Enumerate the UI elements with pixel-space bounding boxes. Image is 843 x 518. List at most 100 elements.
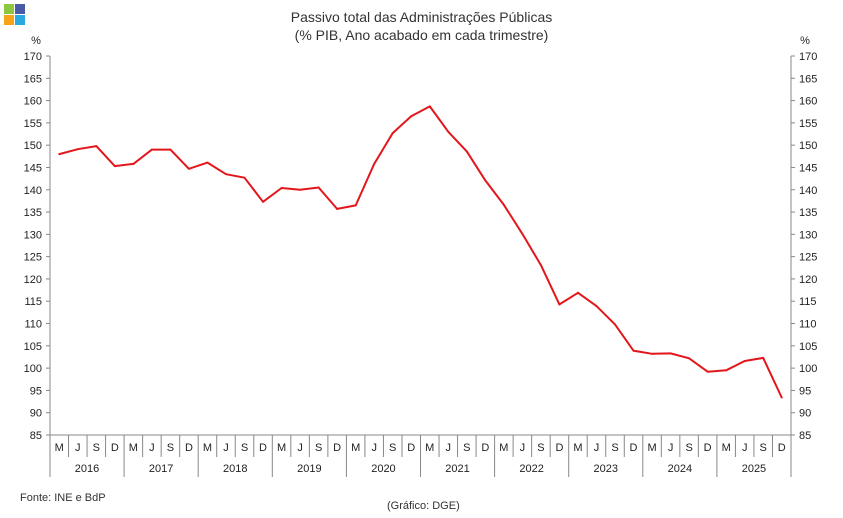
y-tick-label-right: 150 — [799, 140, 817, 152]
y-tick-label-right: 170 — [799, 51, 817, 63]
x-quarter-label: D — [630, 442, 638, 454]
x-quarter-label: S — [463, 442, 470, 454]
data-point — [243, 176, 246, 179]
y-tick-label-right: 130 — [799, 229, 817, 241]
x-quarter-label: J — [742, 442, 748, 454]
x-quarter-label: J — [668, 442, 674, 454]
y-tick-label-left: 100 — [24, 363, 42, 375]
data-point — [391, 132, 394, 135]
data-point — [187, 167, 190, 170]
x-quarter-label: M — [573, 442, 582, 454]
y-tick-label-right: 90 — [799, 408, 811, 420]
y-tick-label-left: 165 — [24, 73, 42, 85]
x-quarter-label: D — [778, 442, 786, 454]
logo-square-green — [4, 4, 14, 14]
y-tick-label-right: 125 — [799, 252, 817, 264]
y-tick-label-left: 95 — [30, 385, 42, 397]
y-tick-label-left: 105 — [24, 341, 42, 353]
y-tick-label-left: 135 — [24, 207, 42, 219]
y-tick-label-left: 145 — [24, 162, 42, 174]
y-tick-label-right: 105 — [799, 341, 817, 353]
y-tick-label-left: 110 — [24, 319, 42, 331]
x-quarter-label: M — [129, 442, 138, 454]
y-tick-label-right: 160 — [799, 96, 817, 108]
y-tick-label-right: 155 — [799, 118, 817, 130]
y-tick-label-right: 135 — [799, 207, 817, 219]
x-quarter-label: M — [277, 442, 286, 454]
y-tick-label-left: 150 — [24, 140, 42, 152]
y-tick-label-left: 155 — [24, 118, 42, 130]
x-quarter-label: D — [407, 442, 415, 454]
x-quarter-label: D — [333, 442, 341, 454]
y-tick-label-right: 110 — [799, 319, 817, 331]
source-note: Fonte: INE e BdP — [20, 492, 106, 504]
y-tick-label-right: 140 — [799, 185, 817, 197]
y-tick-label-left: 170 — [24, 51, 42, 63]
data-point — [484, 179, 487, 182]
data-point — [410, 115, 413, 118]
x-quarter-label: J — [371, 442, 377, 454]
data-point — [336, 207, 339, 210]
x-year-label: 2024 — [668, 463, 692, 475]
x-year-label: 2019 — [297, 463, 321, 475]
x-quarter-label: J — [149, 442, 155, 454]
y-tick-label-right: 145 — [799, 162, 817, 174]
y-tick-label-left: 160 — [24, 96, 42, 108]
data-point — [688, 357, 691, 360]
y-tick-label-right: 95 — [799, 385, 811, 397]
data-point — [614, 323, 617, 326]
x-quarter-label: J — [297, 442, 303, 454]
logo-square-cyan — [15, 15, 25, 25]
x-year-label: 2017 — [149, 463, 173, 475]
data-point — [150, 148, 153, 151]
x-year-label: 2025 — [742, 463, 766, 475]
data-point — [465, 150, 468, 153]
x-quarter-label: M — [722, 442, 731, 454]
y-tick-label-right: 120 — [799, 274, 817, 286]
y-tick-label-right: 115 — [799, 296, 817, 308]
x-year-label: 2021 — [445, 463, 469, 475]
x-year-label: 2022 — [519, 463, 543, 475]
x-quarter-label: M — [351, 442, 360, 454]
data-point — [725, 369, 728, 372]
y-tick-label-left: 115 — [24, 296, 42, 308]
logo-square-blue — [15, 4, 25, 14]
x-quarter-label: M — [647, 442, 656, 454]
data-point — [539, 264, 542, 267]
x-quarter-label: S — [537, 442, 544, 454]
x-quarter-label: S — [611, 442, 618, 454]
data-point — [113, 165, 116, 168]
x-quarter-label: S — [389, 442, 396, 454]
data-point — [521, 232, 524, 235]
x-year-label: 2016 — [75, 463, 99, 475]
logo-square-orange — [4, 15, 14, 25]
chart-title: Passivo total das Administrações Pública… — [290, 9, 553, 25]
x-quarter-label: J — [75, 442, 81, 454]
data-point — [780, 396, 783, 399]
y-unit-label-right: % — [800, 35, 810, 47]
data-point — [428, 105, 431, 108]
x-quarter-label: D — [704, 442, 712, 454]
x-quarter-label: J — [446, 442, 452, 454]
x-year-label: 2018 — [223, 463, 247, 475]
chart-axes: 85 85 90 90 95 95 100 100 105 105 110 110 115 115 120 1… — [24, 35, 817, 477]
data-point — [206, 161, 209, 164]
data-point — [169, 148, 172, 151]
x-year-label: 2020 — [371, 463, 395, 475]
x-quarter-label: S — [760, 442, 767, 454]
logo — [4, 4, 26, 26]
x-quarter-label: J — [223, 442, 229, 454]
x-quarter-label: S — [685, 442, 692, 454]
x-quarter-label: S — [241, 442, 248, 454]
data-point — [95, 145, 98, 148]
data-point — [280, 186, 283, 189]
data-point — [299, 188, 302, 191]
data-point — [262, 200, 265, 203]
data-point — [132, 162, 135, 165]
x-quarter-label: J — [520, 442, 526, 454]
data-point — [58, 153, 61, 156]
x-quarter-label: D — [481, 442, 489, 454]
x-quarter-label: M — [425, 442, 434, 454]
x-quarter-label: D — [555, 442, 563, 454]
data-point — [576, 291, 579, 294]
